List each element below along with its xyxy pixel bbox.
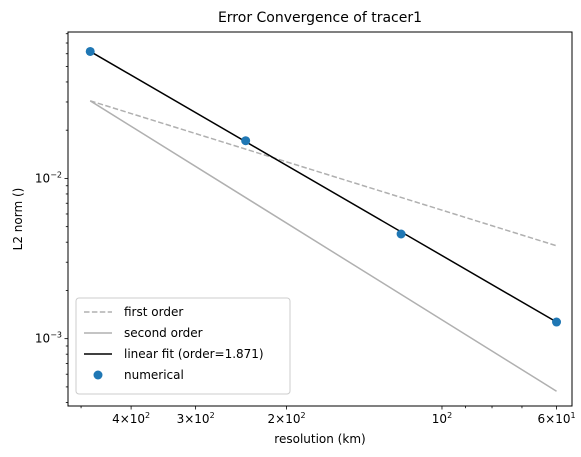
data-point (241, 136, 251, 146)
legend: first order second order linear fit (order… (75, 297, 291, 395)
legend-label: linear fit (order=1.871) (124, 347, 264, 361)
data-point (552, 317, 562, 327)
x-tick-label: 6×101 (537, 411, 575, 426)
data-point (85, 46, 95, 56)
series-line-1 (89, 100, 557, 392)
x-axis-ticks: 4×102 3×102 2×102 102 6×101 (80, 406, 576, 426)
legend-marker (93, 370, 103, 380)
x-axis-title: resolution (km) (274, 432, 365, 446)
legend-box (75, 297, 291, 395)
x-tick-label: 102 (432, 411, 452, 426)
plot-frame (67, 31, 573, 407)
chart-title: Error Convergence of tracer1 (218, 10, 422, 26)
legend-label: first order (124, 305, 183, 319)
y-axis-ticks: 10−3 10−2 (35, 33, 68, 403)
series-line-0 (89, 100, 557, 247)
series-line-2 (89, 50, 557, 323)
y-axis-title: L2 norm () (11, 188, 25, 251)
x-tick-label: 3×102 (177, 411, 215, 426)
legend-label: second order (124, 326, 203, 340)
legend-label: numerical (124, 368, 184, 382)
y-tick-label: 10−2 (35, 170, 62, 185)
x-tick-label: 2×102 (268, 411, 306, 426)
y-tick-label: 10−3 (35, 331, 62, 346)
plot-area (85, 46, 562, 392)
data-point (396, 229, 406, 239)
x-tick-label: 4×102 (112, 411, 150, 426)
